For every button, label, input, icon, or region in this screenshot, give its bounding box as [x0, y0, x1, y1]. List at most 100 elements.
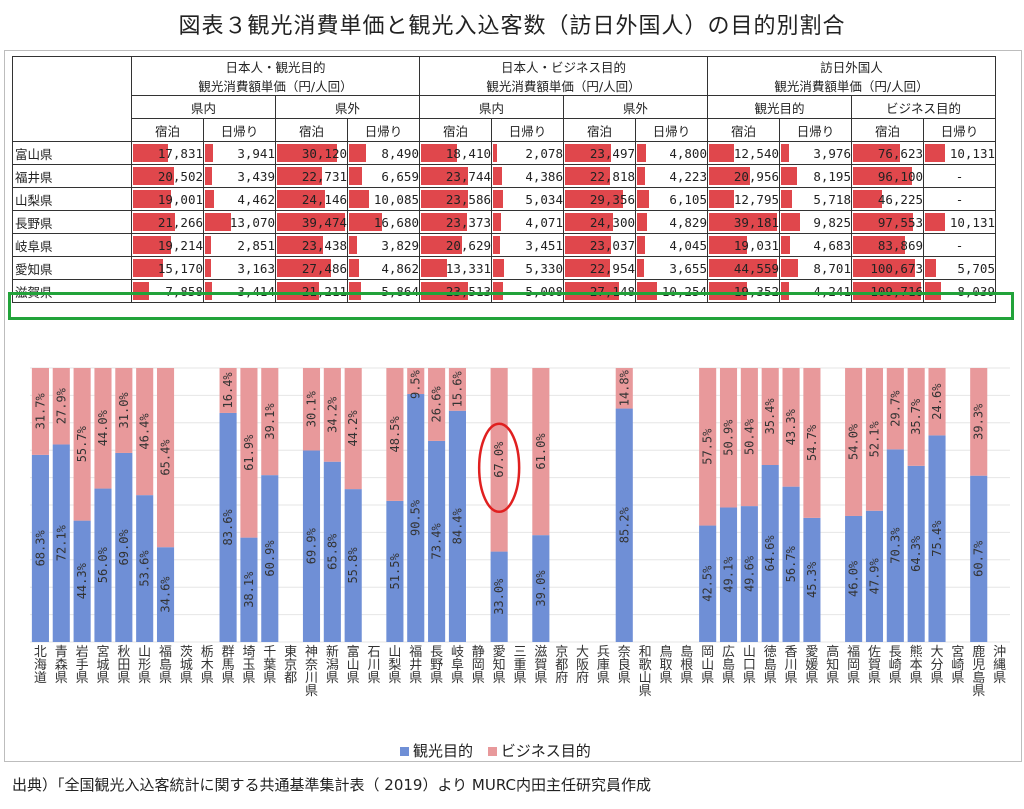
table-cell: 3,941 [203, 141, 276, 165]
cell-value: 23,438 [301, 237, 347, 253]
data-label-business: 44.2% [346, 410, 360, 447]
cell-databar [781, 167, 798, 185]
category-label: 茨城県 [180, 645, 193, 686]
category-label-char: 山 [743, 645, 756, 660]
figure-frame [4, 50, 1022, 762]
bar-business [448, 368, 466, 411]
cell-databar [709, 259, 777, 277]
data-label-business: 15.6% [450, 370, 464, 407]
table-cell: 39,474 [275, 210, 348, 234]
category-label-char: 島 [972, 671, 985, 686]
cell-value: 8,195 [813, 168, 851, 184]
bar-business [323, 368, 341, 462]
cell-databar [421, 167, 468, 185]
cell-value: 30,120 [301, 145, 347, 161]
category-label-char: 山 [639, 671, 652, 686]
cell-value: 19,031 [733, 237, 779, 253]
table-cell: 4,223 [635, 164, 708, 188]
category-label-char: 県 [618, 671, 631, 686]
cell-value: 3,655 [669, 260, 707, 276]
category-label: 群馬県 [222, 645, 235, 686]
cell-databar [853, 213, 914, 231]
table-cell: 22,731 [275, 164, 348, 188]
category-label: 北海道 [34, 645, 47, 686]
category-label-char: 熊 [910, 644, 923, 660]
category-label-char: 宮 [96, 644, 109, 660]
legend-label-business: ビジネス目的 [500, 742, 591, 760]
legend-label-tourism: 観光目的 [413, 742, 474, 760]
table-cell: 97,553 [851, 210, 924, 234]
cell-databar [493, 282, 503, 300]
category-label-char: 知 [493, 657, 506, 673]
prefecture-name: 富山県 [12, 141, 132, 165]
cell-databar [853, 144, 901, 162]
category-label-char: 佐 [868, 645, 881, 660]
bar-business [115, 368, 133, 453]
category-label: 熊本県 [910, 644, 923, 686]
cell-value: 13,070 [229, 214, 275, 230]
data-label-tourism: 33.0% [492, 578, 506, 615]
category-label-char: 県 [805, 671, 818, 686]
data-label-business: 54.0% [847, 423, 861, 460]
category-label-char: 県 [55, 671, 68, 686]
data-label-business: 30.1% [304, 390, 318, 427]
category-label-char: 茨 [180, 645, 193, 660]
table-cell: 8,701 [779, 256, 852, 280]
aichi-highlight-box [8, 292, 1014, 320]
category-label-char: 良 [618, 657, 631, 673]
data-label-tourism: 45.3% [805, 561, 819, 598]
group-header-line1: 日本人・ビジネス目的 [500, 60, 626, 75]
cell-databar [565, 190, 624, 208]
category-label: 奈良県 [618, 645, 631, 686]
data-label-business: 65.4% [159, 439, 173, 476]
table-row: 愛知県 15,170 3,163 27,486 4,862 13,331 5,330 22,9… [12, 256, 996, 280]
cell-databar [205, 167, 212, 185]
cell-value: 3,941 [237, 145, 275, 161]
category-label-char: 県 [493, 671, 506, 686]
table-cell: 23,744 [419, 164, 492, 188]
category-label-char: 山 [138, 645, 151, 660]
category-label-char: 海 [34, 658, 47, 673]
prefecture-name: 愛知県 [12, 256, 132, 280]
cell-databar [133, 190, 171, 208]
category-label-char: 川 [368, 658, 381, 673]
cell-value: 4,386 [525, 168, 563, 184]
category-label-char: 阪 [576, 658, 589, 673]
cell-databar [709, 167, 751, 185]
category-label: 福井県 [409, 645, 422, 686]
bar-tourism [782, 486, 800, 642]
bar-tourism [845, 515, 863, 642]
bar-tourism [407, 394, 425, 642]
table-cell: 4,862 [347, 256, 420, 280]
cell-databar [709, 282, 748, 300]
category-label-char: 手 [76, 658, 89, 673]
data-label-tourism: 73.4% [430, 523, 444, 560]
category-label-char: 石 [368, 645, 381, 660]
cell-value: 76,623 [877, 145, 923, 161]
category-label: 山形県 [138, 645, 151, 686]
bar-business [52, 368, 70, 445]
category-label-char: 葉 [263, 658, 276, 673]
bar-business [886, 368, 904, 450]
bar-business [719, 368, 738, 508]
table-cell: 10,085 [347, 187, 420, 211]
cell-value: 4,829 [669, 214, 707, 230]
data-label-tourism: 53.6% [138, 550, 152, 587]
bar-business [73, 368, 91, 521]
cell-value: 3,439 [237, 168, 275, 184]
category-label-char: 富 [347, 644, 360, 660]
category-label-char: 潟 [326, 658, 339, 673]
table-cell: 8,195 [779, 164, 852, 188]
group-header-line2: 観光消費額単価（円/人回） [198, 79, 353, 94]
table-cell: 23,586 [419, 187, 492, 211]
category-label: 愛媛県 [805, 645, 818, 686]
group-header-line2: 観光消費額単価（円/人回） [486, 79, 641, 94]
table-cell: 20,956 [707, 164, 780, 188]
bar-tourism [970, 475, 988, 642]
table-cell: 5,034 [491, 187, 564, 211]
bar-business [740, 368, 758, 507]
category-label: 大分県 [931, 645, 944, 686]
data-label-business: 43.3% [784, 408, 798, 445]
category-label-char: 知 [826, 657, 839, 673]
cell-value: 16,680 [373, 214, 419, 230]
